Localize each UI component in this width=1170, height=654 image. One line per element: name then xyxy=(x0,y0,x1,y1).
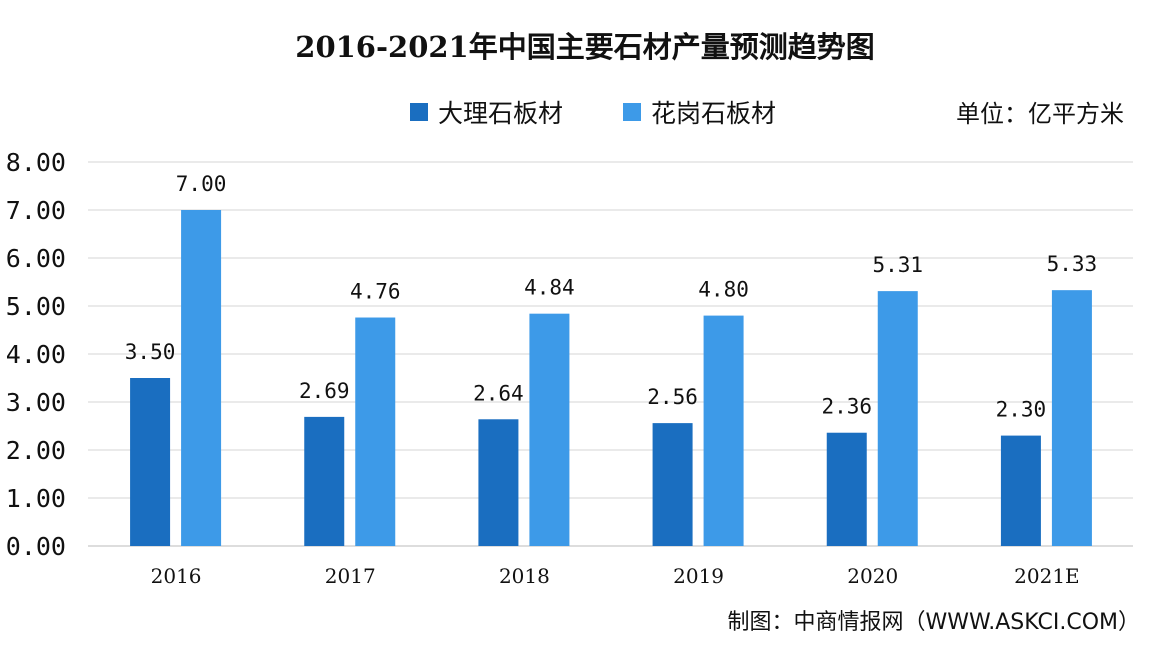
y-tick-label: 4.00 xyxy=(6,340,66,369)
x-tick-label: 2019 xyxy=(673,564,724,588)
data-label: 2.30 xyxy=(996,398,1047,422)
legend: 大理石板材 花岗石板材 xyxy=(410,94,776,130)
y-tick-label: 3.00 xyxy=(6,388,66,417)
bar xyxy=(703,315,744,546)
data-label: 4.80 xyxy=(698,278,749,302)
bar xyxy=(355,317,396,546)
y-tick-label: 2.00 xyxy=(6,436,66,465)
legend-item-granite: 花岗石板材 xyxy=(623,94,776,130)
x-tick-label: 2017 xyxy=(325,564,376,588)
bar xyxy=(1051,290,1092,546)
data-label: 2.64 xyxy=(473,381,524,405)
bar xyxy=(1000,435,1041,546)
bar xyxy=(877,291,918,546)
y-tick-label: 6.00 xyxy=(6,244,66,273)
data-label: 2.36 xyxy=(821,395,872,419)
legend-item-marble: 大理石板材 xyxy=(410,94,563,130)
x-tick-label: 2020 xyxy=(847,564,898,588)
legend-swatch xyxy=(410,103,428,121)
bar xyxy=(181,210,222,546)
legend-swatch xyxy=(623,103,642,121)
legend-label: 大理石板材 xyxy=(438,99,564,128)
x-tick-label: 2021E xyxy=(1014,564,1080,588)
data-label: 5.33 xyxy=(1047,252,1098,276)
data-label: 7.00 xyxy=(176,172,227,196)
y-tick-label: 0.00 xyxy=(6,532,66,561)
data-label: 5.31 xyxy=(872,253,923,277)
y-tick-label: 5.00 xyxy=(6,292,66,321)
bar xyxy=(652,423,693,546)
bar xyxy=(130,378,171,546)
data-label: 4.84 xyxy=(524,276,575,300)
y-tick-label: 1.00 xyxy=(6,484,66,513)
data-label: 3.50 xyxy=(125,340,176,364)
bar xyxy=(478,419,519,546)
unit-label: 单位：亿平方米 xyxy=(956,100,1124,128)
y-tick-label: 7.00 xyxy=(6,196,66,225)
source-note: 制图：中商情报网（WWW.ASKCI.COM） xyxy=(727,610,1140,635)
bar xyxy=(826,432,867,546)
x-tick-label: 2016 xyxy=(151,564,202,588)
chart-title: 2016-2021年中国主要石材产量预测趋势图 xyxy=(295,30,875,64)
data-label: 2.56 xyxy=(647,385,698,409)
data-label: 2.69 xyxy=(299,379,350,403)
bar xyxy=(529,313,570,546)
y-tick-label: 8.00 xyxy=(6,148,66,177)
bar xyxy=(304,416,345,546)
legend-label: 花岗石板材 xyxy=(651,99,777,128)
x-tick-label: 2018 xyxy=(499,564,550,588)
data-label: 4.76 xyxy=(350,280,401,304)
